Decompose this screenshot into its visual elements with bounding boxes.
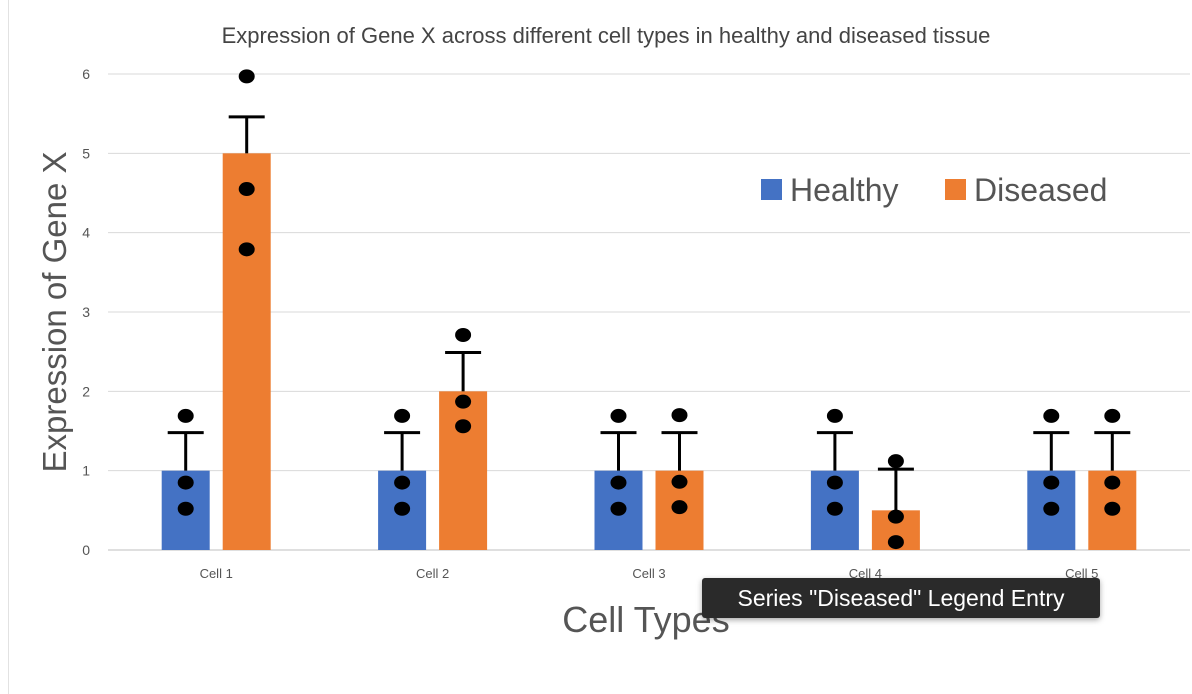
- data-point: [394, 475, 411, 490]
- data-point: [671, 408, 688, 423]
- x-tick-label: Cell 3: [632, 566, 665, 581]
- data-point: [887, 535, 904, 550]
- data-point: [671, 500, 688, 515]
- x-tick-label: Cell 1: [200, 566, 233, 581]
- y-tick-label: 3: [82, 304, 90, 320]
- y-tick-label: 1: [82, 463, 90, 479]
- x-axis-title: Cell Types: [562, 599, 729, 640]
- data-point: [455, 394, 472, 409]
- legend-swatch-diseased[interactable]: [945, 179, 966, 200]
- y-axis-title: Expression of Gene X: [36, 151, 73, 472]
- data-point: [1104, 501, 1121, 516]
- data-point: [177, 408, 194, 423]
- data-point: [238, 242, 255, 257]
- x-tick-label: Cell 2: [416, 566, 449, 581]
- y-tick-label: 0: [82, 542, 90, 558]
- chart-title: Expression of Gene X across different ce…: [222, 23, 991, 48]
- data-point: [455, 328, 472, 343]
- frame-edge: [8, 0, 9, 694]
- data-point: [1043, 501, 1060, 516]
- bars: [161, 153, 1137, 551]
- data-point: [887, 509, 904, 524]
- gridlines: [108, 73, 1190, 551]
- data-point: [394, 408, 411, 423]
- x-tick-label: Cell 4: [849, 566, 882, 581]
- legend-label-healthy[interactable]: Healthy: [790, 172, 899, 208]
- bar-diseased[interactable]: [439, 391, 488, 550]
- data-point: [177, 501, 194, 516]
- tooltip: Series "Diseased" Legend Entry: [702, 578, 1100, 618]
- error-bars: [167, 115, 1131, 511]
- data-point: [887, 454, 904, 469]
- data-point: [238, 182, 255, 197]
- data-point: [826, 475, 843, 490]
- y-tick-label: 5: [82, 145, 90, 161]
- data-point: [238, 69, 255, 84]
- data-point: [610, 501, 627, 516]
- data-point: [610, 475, 627, 490]
- data-points: [177, 69, 1121, 550]
- data-point: [1043, 475, 1060, 490]
- data-point: [610, 408, 627, 423]
- y-tick-label: 6: [82, 66, 90, 82]
- legend-label-diseased[interactable]: Diseased: [974, 172, 1107, 208]
- y-tick-label: 2: [82, 383, 90, 399]
- data-point: [455, 419, 472, 434]
- legend-swatch-healthy[interactable]: [761, 179, 782, 200]
- data-point: [177, 475, 194, 490]
- data-point: [826, 408, 843, 423]
- data-point: [826, 501, 843, 516]
- bar-diseased[interactable]: [222, 153, 271, 551]
- x-tick-labels: Cell 1 Cell 2 Cell 3 Cell 4 Cell 5: [200, 566, 1099, 581]
- y-tick-label: 4: [82, 225, 90, 241]
- x-tick-label: Cell 5: [1065, 566, 1098, 581]
- data-point: [1104, 475, 1121, 490]
- data-point: [1043, 408, 1060, 423]
- data-point: [671, 474, 688, 489]
- data-point: [1104, 408, 1121, 423]
- legend[interactable]: Healthy Diseased: [761, 172, 1107, 208]
- y-tick-labels: 0 1 2 3 4 5 6: [82, 66, 90, 558]
- data-point: [394, 501, 411, 516]
